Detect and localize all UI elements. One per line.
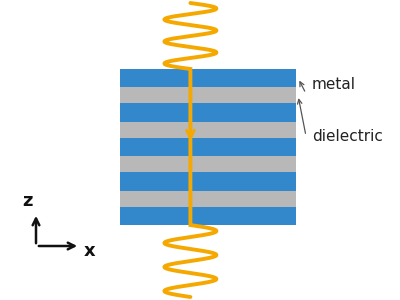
Bar	[120, 138, 296, 156]
Text: metal: metal	[312, 77, 356, 92]
Bar	[120, 103, 296, 122]
Text: z: z	[23, 192, 33, 210]
Bar	[120, 87, 296, 104]
Bar	[120, 172, 296, 190]
Bar	[120, 156, 296, 172]
Bar	[120, 207, 296, 225]
Bar	[120, 190, 296, 207]
Text: dielectric: dielectric	[312, 129, 383, 144]
Text: x: x	[84, 242, 96, 260]
Bar	[120, 69, 296, 87]
Bar	[120, 122, 296, 138]
Bar	[120, 69, 296, 225]
